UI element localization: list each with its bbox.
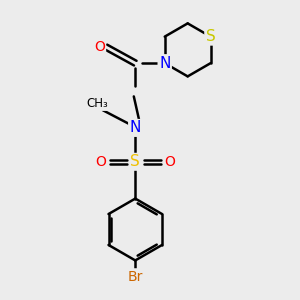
Text: O: O bbox=[95, 155, 106, 169]
Text: S: S bbox=[206, 29, 215, 44]
Text: N: N bbox=[130, 120, 141, 135]
Text: O: O bbox=[164, 155, 175, 169]
Text: Br: Br bbox=[128, 270, 143, 283]
Text: N: N bbox=[159, 56, 170, 70]
Text: S: S bbox=[130, 154, 140, 169]
Text: O: O bbox=[94, 40, 105, 54]
Text: CH₃: CH₃ bbox=[86, 97, 108, 110]
